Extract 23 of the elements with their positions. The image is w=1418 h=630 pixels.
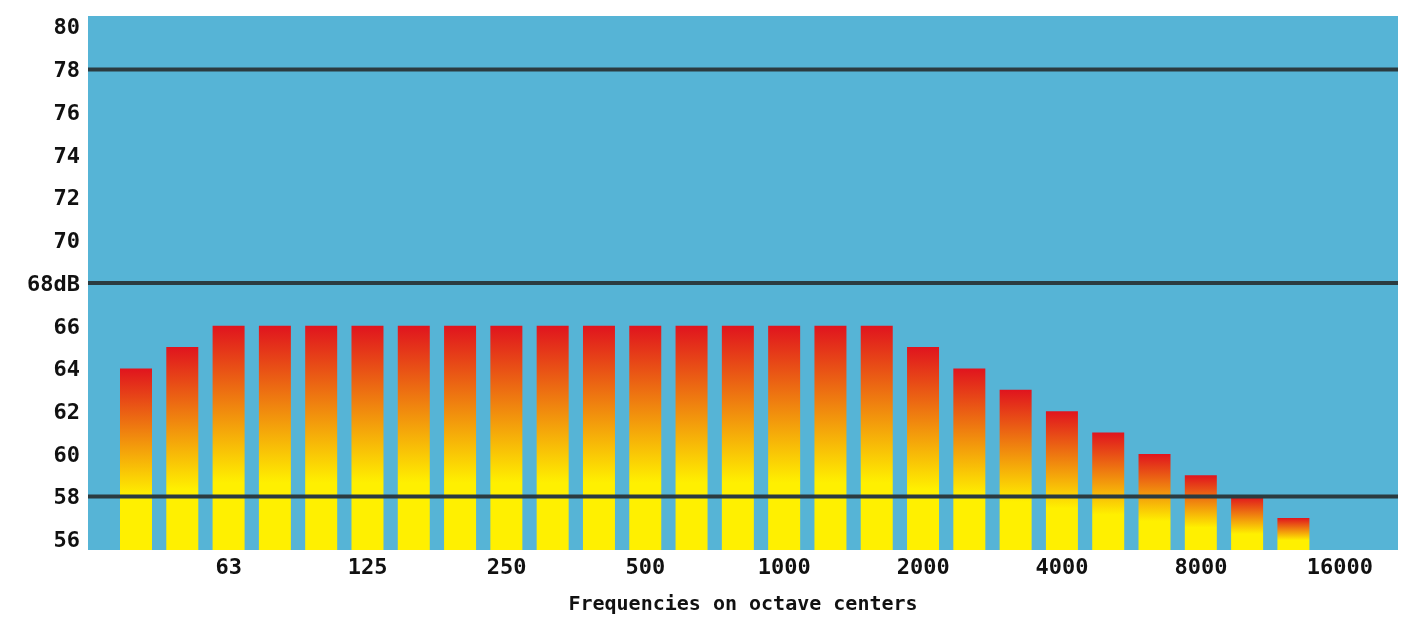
- y-tick-label: 70: [53, 228, 80, 254]
- x-tick-label: 4000: [1035, 553, 1089, 579]
- y-tick-label: 68dB: [27, 270, 80, 296]
- x-tick-label: 250: [486, 553, 527, 579]
- y-tick-label: 58: [53, 484, 80, 510]
- y-tick-label: 74: [53, 142, 80, 168]
- x-tick-label: 16000: [1306, 553, 1373, 579]
- x-tick-label: 8000: [1174, 553, 1228, 579]
- y-tick-label: 78: [53, 57, 80, 83]
- x-tick-label: 125: [347, 553, 388, 579]
- y-tick-label: 72: [53, 185, 80, 211]
- y-tick-label: 66: [53, 313, 80, 339]
- x-tick-label: 500: [625, 553, 666, 579]
- x-tick-label: 63: [215, 553, 242, 579]
- x-axis-title: Frequencies on octave centers: [568, 591, 918, 615]
- y-tick-label: 56: [53, 527, 80, 553]
- y-tick-label: 80: [53, 14, 80, 40]
- x-tick-label: 2000: [896, 553, 950, 579]
- y-tick-label: 64: [53, 356, 80, 382]
- y-tick-label: 76: [53, 99, 80, 125]
- y-tick-label: 60: [53, 441, 80, 467]
- y-tick-label: 62: [53, 398, 80, 424]
- x-tick-label: 1000: [757, 553, 811, 579]
